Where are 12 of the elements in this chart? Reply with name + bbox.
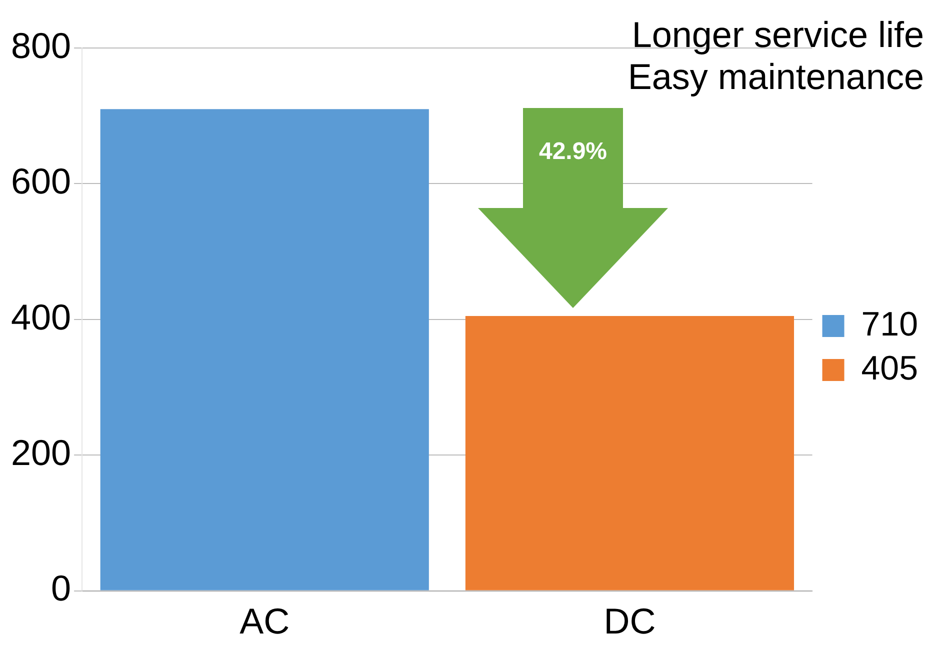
annotation: Longer service life <box>632 14 924 56</box>
x-tick-label: AC <box>240 600 290 642</box>
y-tick-label: 200 <box>10 432 72 474</box>
x-tick-label: DC <box>604 600 656 642</box>
y-tick-label: 800 <box>10 24 72 66</box>
y-tick-label: 600 <box>10 160 72 202</box>
y-tick-label: 0 <box>51 568 72 609</box>
legend-label: 710 <box>861 305 918 344</box>
annotation: 42.9% <box>538 138 608 166</box>
legend-label: 405 <box>861 349 918 388</box>
y-tick-label: 400 <box>10 296 72 338</box>
annotation: Easy maintenance <box>628 56 924 98</box>
